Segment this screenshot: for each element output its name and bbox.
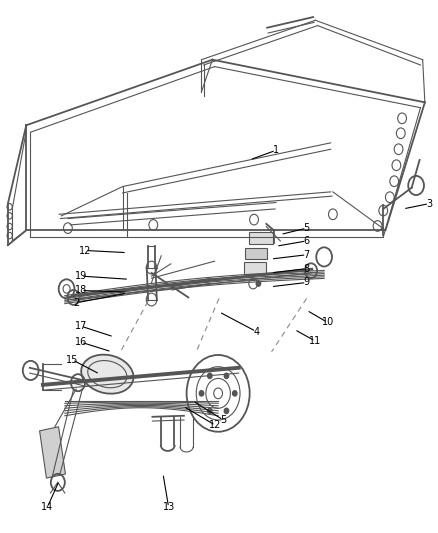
Text: 18: 18: [75, 286, 87, 295]
Ellipse shape: [88, 360, 127, 388]
Bar: [39, 427, 65, 478]
Text: 7: 7: [304, 250, 310, 260]
Text: 6: 6: [304, 236, 310, 246]
Ellipse shape: [81, 354, 134, 394]
Text: 12: 12: [209, 421, 222, 430]
Text: 5: 5: [220, 415, 226, 425]
Text: 12: 12: [79, 246, 92, 255]
Text: 19: 19: [75, 271, 87, 281]
Text: 17: 17: [75, 321, 87, 331]
Bar: [249, 232, 273, 244]
Circle shape: [224, 408, 229, 414]
Text: 2: 2: [74, 298, 80, 308]
Circle shape: [208, 373, 212, 378]
Bar: [245, 248, 267, 259]
Text: 8: 8: [304, 264, 310, 273]
Circle shape: [199, 391, 204, 396]
Circle shape: [233, 391, 237, 396]
Circle shape: [256, 281, 261, 286]
Text: 1: 1: [273, 146, 279, 155]
Text: 10: 10: [321, 318, 334, 327]
Text: 5: 5: [304, 223, 310, 233]
Circle shape: [208, 408, 212, 414]
Circle shape: [224, 373, 229, 378]
Bar: [244, 262, 266, 274]
Text: 13: 13: [162, 503, 175, 512]
Text: 4: 4: [253, 327, 259, 336]
Text: 16: 16: [75, 337, 87, 347]
Text: 14: 14: [41, 503, 53, 512]
Text: 11: 11: [309, 336, 321, 346]
Text: 9: 9: [304, 278, 310, 287]
Text: 3: 3: [426, 199, 432, 208]
Text: 15: 15: [66, 355, 78, 365]
